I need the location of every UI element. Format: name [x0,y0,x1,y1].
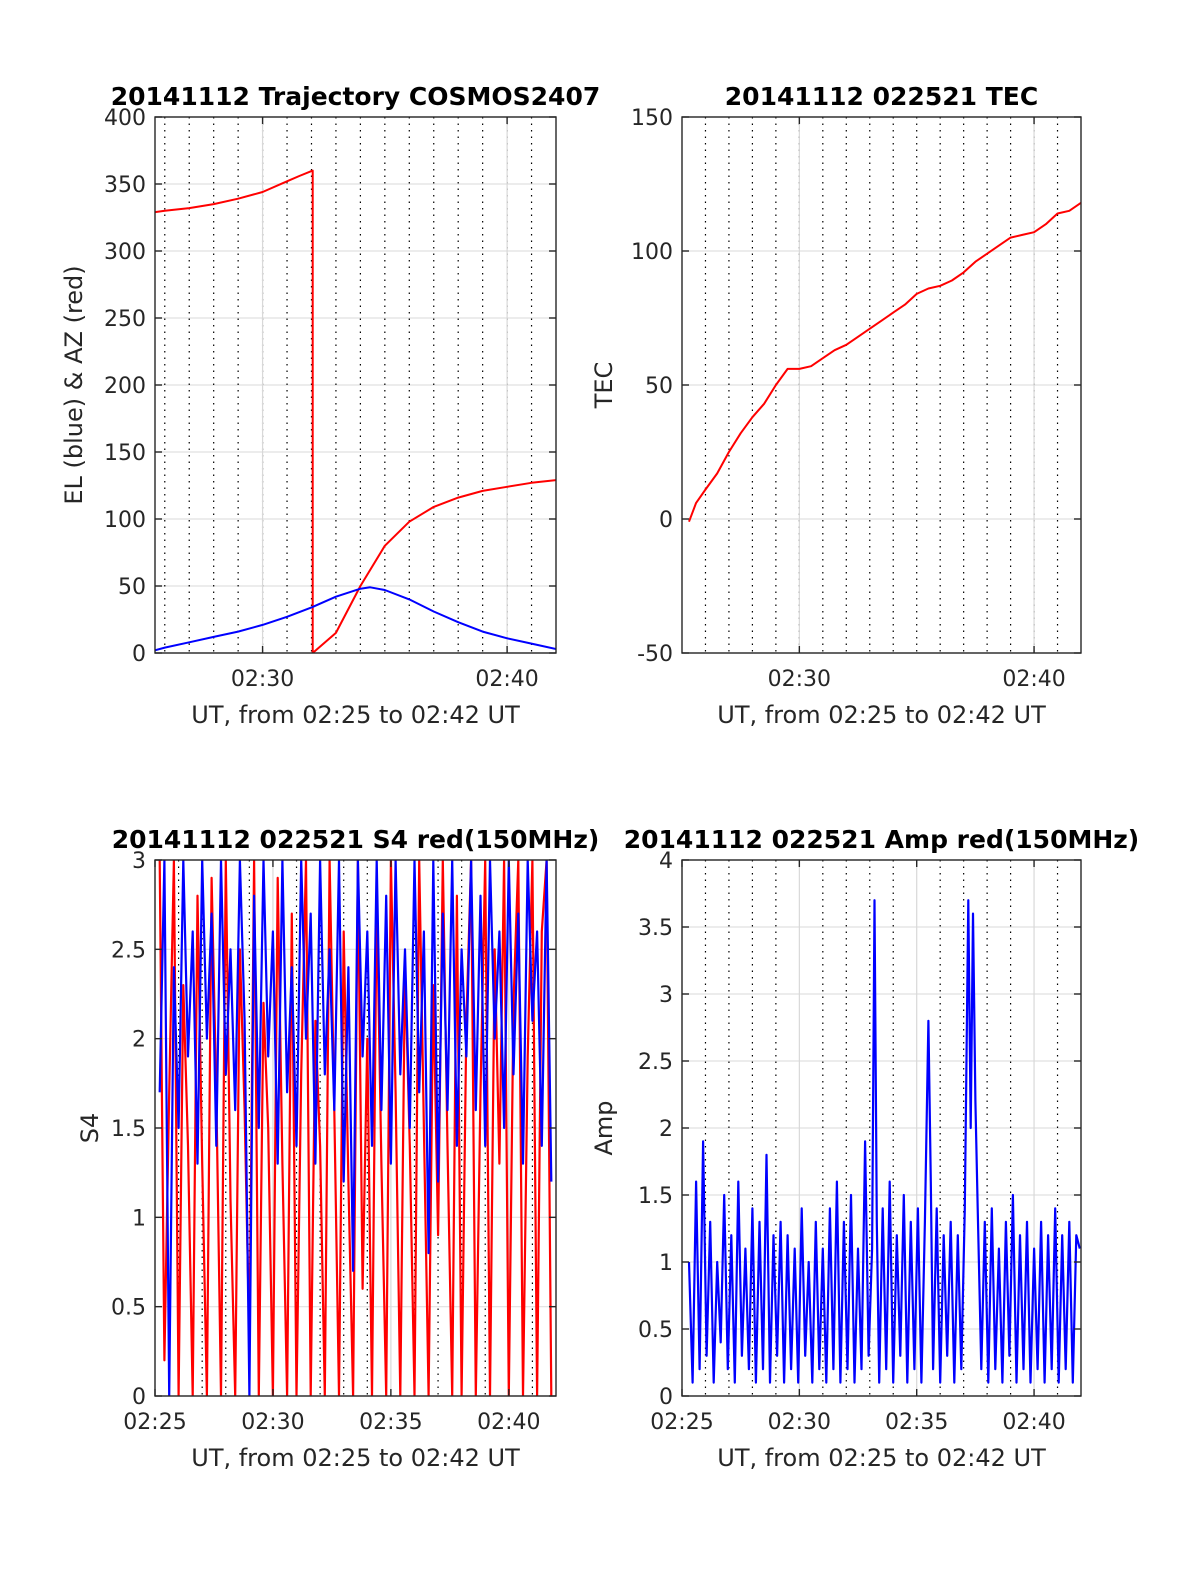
y-tick-label: 0 [659,1385,673,1410]
y-axis-label: Amp [590,1100,618,1155]
chart-title: 20141112 022521 S4 red(150MHz) [112,825,600,854]
axes-tec: -50 0 50 100 150 02:30 02:40 20141112 022521 TE… [590,82,1082,729]
x-tick-label: 02:30 [231,667,294,692]
y-tick-label: 4 [659,849,673,874]
x-axis-label: UT, from 02:25 to 02:42 UT [717,701,1046,729]
x-tick-label: 02:30 [768,1410,831,1435]
x-axis-label: UT, from 02:25 to 02:42 UT [717,1444,1046,1472]
x-tick-label: 02:40 [1002,1410,1065,1435]
y-tick-label: 0.5 [111,1296,146,1321]
y-tick-label: 3 [132,849,146,874]
y-tick-label: 100 [631,240,673,265]
y-tick-label: 3.5 [638,916,673,941]
y-tick-label: 2.5 [111,938,146,963]
y-tick-label: 150 [104,441,146,466]
y-tick-label: 2 [659,1117,673,1142]
series-line-1 [688,201,1081,523]
x-axis-label: UT, from 02:25 to 02:42 UT [191,1444,520,1472]
series-line-1 [687,899,1081,1384]
chart-title: 20141112 Trajectory COSMOS2407 [111,82,601,111]
x-tick-label: 02:40 [1002,667,1065,692]
x-tick-label: 02:40 [475,667,538,692]
x-tick-label: 02:25 [123,1410,186,1435]
x-tick-label: 02:35 [359,1410,422,1435]
series-line-2 [158,860,553,1396]
y-tick-label: 0 [132,642,146,667]
y-tick-label: 50 [118,575,146,600]
y-tick-label: 2 [132,1028,146,1053]
x-tick-label: 02:35 [885,1410,948,1435]
axes-trajectory: 0 50 100 150 200 250 300 350 400 02:30 02:40 201411… [60,82,600,729]
y-tick-label: 1.5 [111,1117,146,1142]
y-axis-label: S4 [76,1113,104,1144]
x-tick-label: 02:30 [241,1410,304,1435]
x-tick-label: 02:40 [477,1410,540,1435]
series-line-2 [155,586,556,652]
y-tick-label: 3 [659,983,673,1008]
y-tick-label: 400 [104,106,146,131]
y-tick-label: -50 [637,642,673,667]
y-tick-label: 150 [631,106,673,131]
y-tick-label: 200 [104,374,146,399]
series-group [155,169,556,653]
y-tick-label: 0 [132,1385,146,1410]
y-tick-label: 1 [659,1251,673,1276]
x-tick-label: 02:30 [768,667,831,692]
x-tick-label: 02:25 [650,1410,713,1435]
y-axis-label: TEC [590,362,618,410]
chart-title: 20141112 022521 TEC [725,82,1038,111]
y-tick-label: 300 [104,240,146,265]
y-tick-label: 100 [104,508,146,533]
chart-title: 20141112 022521 Amp red(150MHz) [624,825,1140,854]
axes-amp: 0 0.5 1 1.5 2 2.5 3 3.5 4 02:25 02:30 02:35 02:40 201… [590,825,1139,1472]
y-tick-label: 2.5 [638,1050,673,1075]
axes-s4: 0 0.5 1 1.5 2 2.5 3 02:25 02:30 02:35 02:40 2014111… [76,825,599,1472]
y-tick-label: 0 [659,508,673,533]
y-tick-label: 0.5 [638,1318,673,1343]
y-axis-label: EL (blue) & AZ (red) [60,265,88,504]
y-tick-label: 1 [132,1206,146,1231]
series-group [158,860,553,1396]
y-tick-label: 250 [104,307,146,332]
y-tick-label: 350 [104,173,146,198]
series-line-1 [155,169,556,653]
series-group [688,201,1081,523]
series-group [687,899,1081,1384]
y-tick-label: 1.5 [638,1184,673,1209]
x-axis-label: UT, from 02:25 to 02:42 UT [191,701,520,729]
y-tick-label: 50 [645,374,673,399]
